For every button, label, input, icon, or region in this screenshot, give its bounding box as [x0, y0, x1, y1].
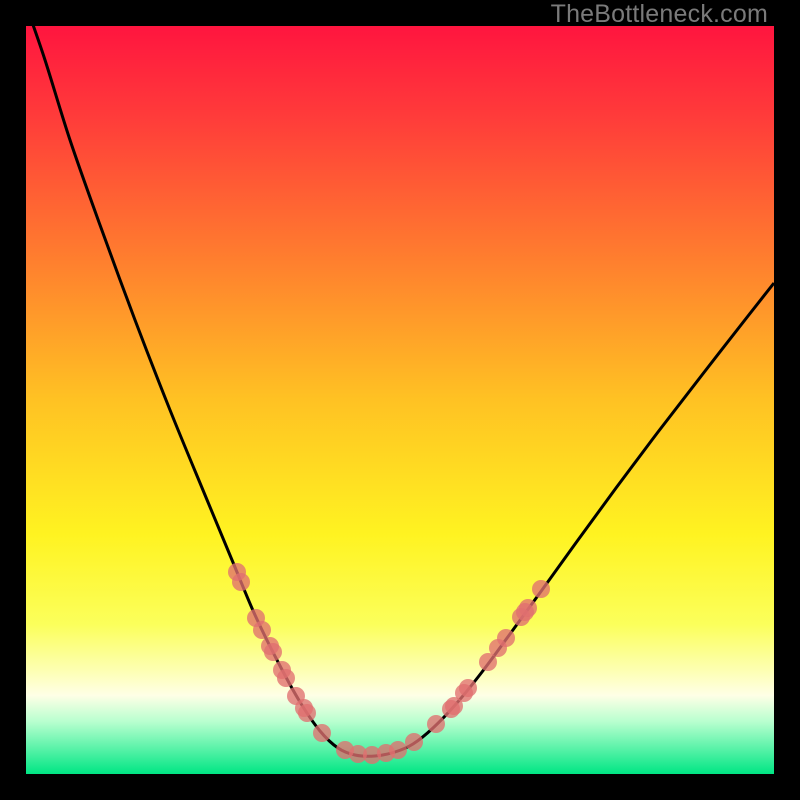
curve-marker: [532, 580, 550, 598]
curve-marker: [405, 733, 423, 751]
curve-marker: [497, 629, 515, 647]
curve-marker: [427, 715, 445, 733]
bottleneck-curve: [26, 5, 774, 756]
curve-marker: [277, 669, 295, 687]
curve-marker: [253, 621, 271, 639]
curve-marker: [519, 599, 537, 617]
bottleneck-curve-svg: [0, 0, 800, 800]
curve-markers: [228, 563, 550, 764]
curve-marker: [298, 704, 316, 722]
curve-marker: [459, 679, 477, 697]
curve-marker: [313, 724, 331, 742]
curve-marker: [232, 573, 250, 591]
curve-marker: [264, 643, 282, 661]
curve-marker: [389, 741, 407, 759]
